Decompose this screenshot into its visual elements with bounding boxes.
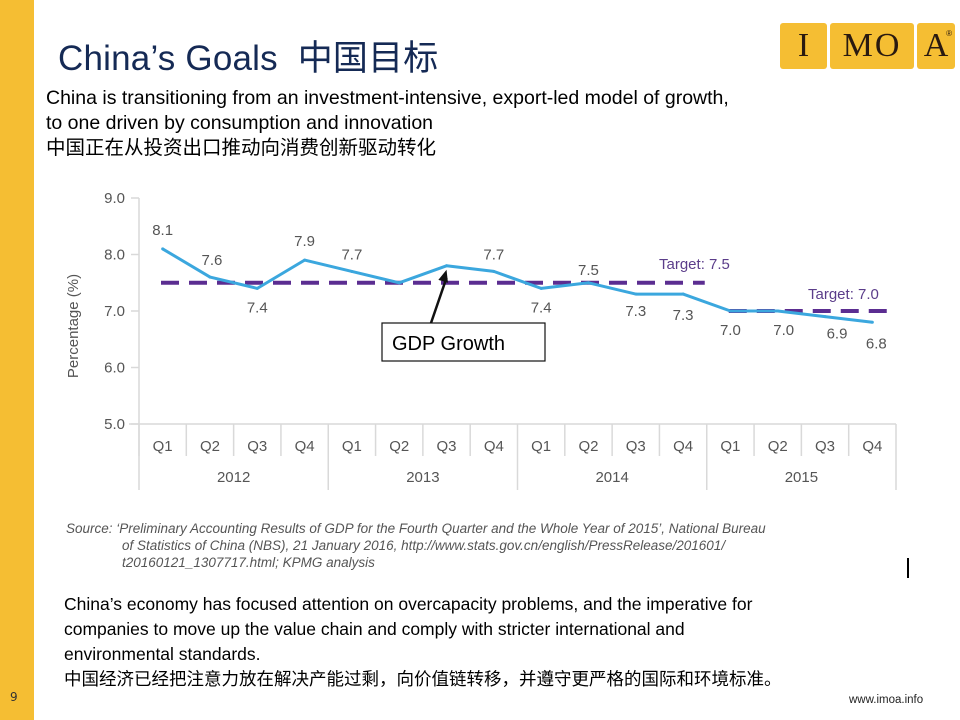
data-label: 7.0 [773, 322, 794, 339]
x-tick-label: Q2 [389, 438, 409, 455]
data-point [634, 292, 638, 296]
source-citation: Source: ‘Preliminary Accounting Results … [66, 520, 766, 571]
y-tick-label: 6.0 [104, 360, 125, 377]
data-label: 7.5 [578, 262, 599, 279]
x-tick-label: Q1 [153, 438, 173, 455]
data-point [586, 281, 590, 285]
page-number: 9 [10, 690, 18, 704]
callout-arrow-icon [429, 277, 448, 324]
callout-box [381, 322, 546, 362]
data-point [303, 258, 307, 262]
source-line: t20160121_1307717.html; KPMG analysis [122, 555, 375, 570]
x-group-label: 2015 [785, 469, 818, 486]
body-line-chinese: 中国经济已经把注意力放在解决产能过剩，向价值链转移，并遵守更严格的国际和环境标准… [64, 669, 782, 689]
body-text: China’s economy has focused attention on… [64, 592, 782, 692]
data-point [161, 247, 165, 251]
intro-line: China is transitioning from an investmen… [46, 87, 729, 109]
y-tick-label: 7.0 [104, 303, 125, 320]
data-point [208, 275, 212, 279]
callout-label: GDP Growth [392, 333, 505, 355]
gdp-series [161, 247, 874, 324]
data-label: 7.3 [673, 307, 694, 324]
data-point [350, 269, 354, 273]
data-point [445, 264, 449, 268]
data-label: 7.6 [202, 252, 223, 269]
data-label: 7.9 [294, 233, 315, 250]
y-tick-label: 5.0 [104, 416, 125, 433]
data-label: 7.0 [720, 322, 741, 339]
registered-mark: ® [946, 29, 952, 38]
x-tick-label: Q1 [720, 438, 740, 455]
x-tick-label: Q3 [626, 438, 646, 455]
y-tick-label: 8.0 [104, 247, 125, 264]
source-line: Source: ‘Preliminary Accounting Results … [66, 521, 766, 536]
x-tick-label: Q4 [484, 438, 504, 455]
y-axis-title: Percentage (%) [65, 274, 82, 378]
x-tick-label: Q1 [342, 438, 362, 455]
data-label: 7.7 [483, 246, 504, 263]
data-point [681, 292, 685, 296]
body-line: environmental standards. [64, 644, 261, 664]
callout-arrowhead-icon [438, 269, 448, 283]
gdp-growth-callout: GDP Growth [381, 269, 546, 362]
intro-line: to one driven by consumption and innovat… [46, 112, 434, 134]
data-point [539, 286, 543, 290]
x-group-label: 2014 [595, 469, 628, 486]
target-lines: Target: 7.5 Target: 7.0 [161, 256, 890, 313]
logo-letters-mo: MO [830, 23, 914, 69]
imoa-logo: I MO A ® [780, 23, 955, 69]
chart-axes: 5.0 6.0 7.0 8.0 9.0 Percentage (%) Q1 Q2 Q3 Q4 Q1 Q… [65, 190, 897, 490]
x-tick-label: Q4 [295, 438, 315, 455]
x-tick-label: Q3 [437, 438, 457, 455]
x-tick-label: Q2 [578, 438, 598, 455]
logo-letter-a-text: A [923, 27, 949, 64]
y-tick-label: 9.0 [104, 190, 125, 207]
data-label: 7.7 [341, 246, 362, 263]
data-label: 7.3 [625, 303, 646, 320]
data-point [492, 269, 496, 273]
data-point [776, 309, 780, 313]
slide-title: China’s Goals 中国目标 [58, 39, 439, 78]
data-point [728, 309, 732, 313]
data-label: 8.1 [152, 222, 173, 239]
data-point [870, 320, 874, 324]
sidebar-accent-bar [0, 0, 34, 720]
data-label: 7.4 [531, 299, 552, 316]
x-tick-label: Q4 [862, 438, 882, 455]
x-tick-label: Q2 [768, 438, 788, 455]
text-cursor [907, 558, 909, 578]
x-group-label: 2012 [217, 469, 250, 486]
gdp-growth-line [161, 247, 873, 324]
source-line: of Statistics of China (NBS), 21 January… [122, 538, 726, 553]
logo-letter-a: A ® [917, 23, 955, 69]
logo-letter-i: I [780, 23, 827, 69]
gdp-growth-chart: 5.0 6.0 7.0 8.0 9.0 Percentage (%) Q1 Q2 Q3 Q4 Q1 Q… [65, 190, 897, 490]
intro-text: China is transitioning from an investmen… [46, 86, 729, 161]
body-line: China’s economy has focused attention on… [64, 594, 753, 614]
data-label: 6.9 [827, 326, 848, 343]
intro-line-chinese: 中国正在从投资出口推动向消费创新驱动转化 [46, 137, 437, 159]
data-labels: 8.1 7.6 7.4 7.9 7.7 7.7 7.4 7.5 7.3 7.3 7.0 7.0 6.9 6… [152, 222, 887, 352]
target-label: Target: 7.0 [808, 286, 879, 303]
body-line: companies to move up the value chain and… [64, 619, 685, 639]
data-point [255, 286, 259, 290]
x-tick-label: Q4 [673, 438, 693, 455]
x-tick-label: Q3 [815, 438, 835, 455]
data-point [397, 281, 401, 285]
x-group-label: 2013 [406, 469, 439, 486]
x-tick-label: Q3 [247, 438, 267, 455]
data-point [823, 315, 827, 319]
x-tick-label: Q1 [531, 438, 551, 455]
data-label: 6.8 [866, 335, 887, 352]
data-label: 7.4 [247, 299, 268, 316]
x-tick-label: Q2 [200, 438, 220, 455]
target-label: Target: 7.5 [659, 256, 730, 273]
footer-url: www.imoa.info [849, 694, 924, 706]
